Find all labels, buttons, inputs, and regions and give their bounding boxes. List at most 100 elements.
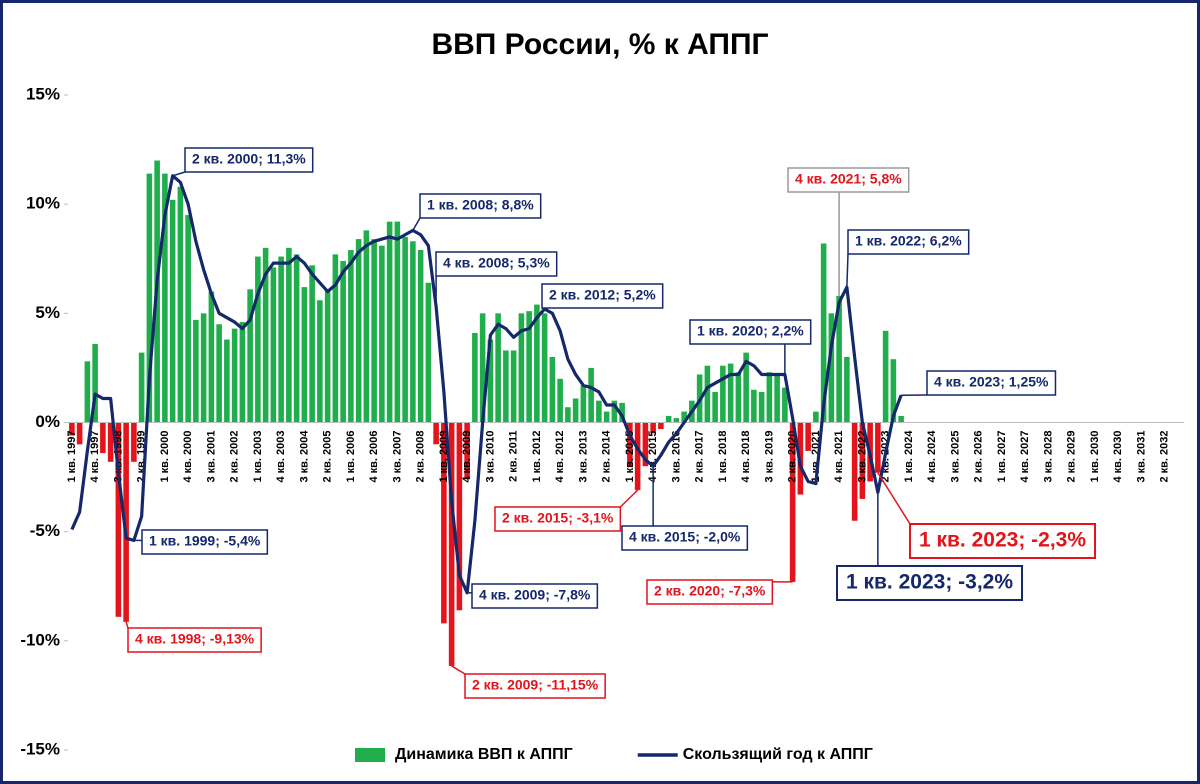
bar xyxy=(92,343,98,423)
callout-label: 4 кв. 2009; -7,8% xyxy=(479,587,591,603)
x-tick-label: 4 кв. 2027 xyxy=(1019,431,1031,483)
bar xyxy=(751,389,757,423)
x-tick-label: 4 кв. 2000 xyxy=(182,431,194,483)
bar xyxy=(464,422,470,480)
bar xyxy=(224,339,230,423)
bar xyxy=(239,322,246,423)
bar xyxy=(859,422,866,499)
bar xyxy=(805,422,811,451)
bar xyxy=(76,422,83,445)
callout-label: 4 кв. 2008; 5,3% xyxy=(443,255,550,271)
x-tick-label: 1 кв. 2000 xyxy=(159,431,171,483)
bar xyxy=(588,367,594,423)
callout-box xyxy=(689,319,812,345)
bar xyxy=(107,422,114,462)
callout-pointer xyxy=(125,621,129,629)
bar xyxy=(472,332,478,423)
x-tick-label: 1 кв. 2030 xyxy=(1089,431,1101,483)
bar xyxy=(138,352,145,423)
callout-label: 1 кв. 2020; 2,2% xyxy=(697,323,804,339)
x-tick-label: 4 кв. 2021 xyxy=(833,431,845,483)
bar xyxy=(603,411,610,423)
bar xyxy=(712,391,718,423)
x-tick-label: 4 кв. 2009 xyxy=(461,431,473,483)
callout-box xyxy=(621,525,749,551)
bar xyxy=(789,422,796,582)
x-tick-label: 3 кв. 2019 xyxy=(763,431,775,483)
bar xyxy=(510,350,517,423)
bar xyxy=(177,186,184,423)
bar xyxy=(681,411,687,423)
bar xyxy=(363,230,370,423)
x-tick-label: 3 кв. 2004 xyxy=(298,430,310,483)
callout-box xyxy=(909,523,1097,559)
bar xyxy=(758,391,765,423)
callout-pointer xyxy=(451,665,466,675)
callout-box xyxy=(847,229,970,255)
x-tick-label: 2 кв. 2008 xyxy=(415,431,427,483)
callout-label: 2 кв. 2000; 11,3% xyxy=(192,151,306,167)
bar xyxy=(836,295,842,423)
callout-box xyxy=(471,583,599,609)
bar xyxy=(131,422,137,462)
bar xyxy=(231,328,238,423)
callout-pointer xyxy=(619,489,639,508)
bar xyxy=(526,311,532,423)
bar xyxy=(324,289,331,423)
bar xyxy=(650,422,656,434)
bar xyxy=(286,247,292,423)
bar xyxy=(627,422,633,467)
bar xyxy=(216,324,222,423)
bar xyxy=(247,289,253,423)
callout-label: 2 кв. 2020; -7,3% xyxy=(654,583,766,599)
x-tick-label: 4 кв. 2006 xyxy=(368,431,380,483)
callout-box xyxy=(494,506,622,532)
bar xyxy=(673,418,680,423)
bar xyxy=(386,221,393,423)
bar xyxy=(813,411,819,423)
legend-swatch xyxy=(355,748,385,762)
bar xyxy=(557,378,563,423)
bar xyxy=(309,265,315,423)
bar xyxy=(84,361,91,423)
x-tick-label: 4 кв. 1997 xyxy=(89,431,101,483)
x-tick-label: 3 кв. 2022 xyxy=(856,431,868,483)
bar xyxy=(371,239,377,423)
callout-label: 4 кв. 2023; 1,25% xyxy=(934,374,1049,390)
callout-label: 2 кв. 2009; -11,15% xyxy=(472,677,599,693)
x-tick-label: 2 кв. 2014 xyxy=(601,430,613,483)
callout-box xyxy=(464,673,606,699)
bar xyxy=(355,239,362,423)
callout-label: 1 кв. 1999; -5,4% xyxy=(149,533,261,549)
x-tick-label: 4 кв. 2030 xyxy=(1112,431,1124,483)
bar xyxy=(619,402,625,423)
bar xyxy=(146,173,153,423)
x-tick-label: 4 кв. 2024 xyxy=(926,430,938,483)
x-tick-label: 2 кв. 2026 xyxy=(973,431,985,483)
x-tick-label: 1 кв. 2018 xyxy=(717,431,729,483)
callout-label: 4 кв. 1998; -9,13% xyxy=(135,631,255,647)
bar xyxy=(270,267,277,423)
callout-label: 4 кв. 2021; 5,8% xyxy=(795,171,902,187)
callout-box xyxy=(836,565,1024,601)
callout-box xyxy=(926,370,1057,396)
bar xyxy=(495,313,501,423)
bar xyxy=(379,245,385,423)
bar xyxy=(487,339,494,423)
y-tick-label: 15% xyxy=(26,84,60,103)
x-tick-label: 1 кв. 2003 xyxy=(252,431,264,483)
bar xyxy=(169,199,176,423)
callout-label: 1 кв. 2022; 6,2% xyxy=(855,233,962,249)
y-tick-label: 5% xyxy=(35,303,60,322)
bar xyxy=(433,422,439,445)
callout-label: 4 кв. 2015; -2,0% xyxy=(629,529,741,545)
x-tick-label: 4 кв. 2012 xyxy=(554,431,566,483)
legend-label: Динамика ВВП к АППГ xyxy=(395,746,573,763)
bar xyxy=(541,313,548,423)
bar xyxy=(394,221,401,423)
x-tick-label: 3 кв. 2016 xyxy=(670,431,682,483)
bar xyxy=(200,313,207,423)
x-tick-label: 3 кв. 2001 xyxy=(205,431,217,483)
